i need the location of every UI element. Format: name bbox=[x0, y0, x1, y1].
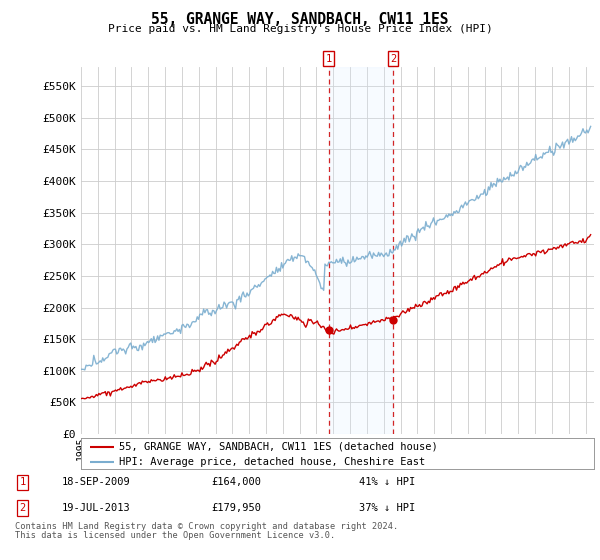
Text: 37% ↓ HPI: 37% ↓ HPI bbox=[359, 503, 415, 513]
Text: £164,000: £164,000 bbox=[212, 477, 262, 487]
Text: This data is licensed under the Open Government Licence v3.0.: This data is licensed under the Open Gov… bbox=[15, 531, 335, 540]
Text: Price paid vs. HM Land Registry's House Price Index (HPI): Price paid vs. HM Land Registry's House … bbox=[107, 24, 493, 34]
Text: £179,950: £179,950 bbox=[212, 503, 262, 513]
Text: 2: 2 bbox=[390, 54, 396, 63]
Text: 18-SEP-2009: 18-SEP-2009 bbox=[62, 477, 131, 487]
Text: HPI: Average price, detached house, Cheshire East: HPI: Average price, detached house, Ches… bbox=[119, 458, 426, 468]
Text: 55, GRANGE WAY, SANDBACH, CW11 1ES: 55, GRANGE WAY, SANDBACH, CW11 1ES bbox=[151, 12, 449, 27]
Text: 1: 1 bbox=[325, 54, 332, 63]
Bar bbox=[329, 67, 393, 434]
Text: 55, GRANGE WAY, SANDBACH, CW11 1ES (detached house): 55, GRANGE WAY, SANDBACH, CW11 1ES (deta… bbox=[119, 442, 438, 452]
Text: 19-JUL-2013: 19-JUL-2013 bbox=[62, 503, 131, 513]
Text: 1: 1 bbox=[19, 477, 26, 487]
Text: Contains HM Land Registry data © Crown copyright and database right 2024.: Contains HM Land Registry data © Crown c… bbox=[15, 522, 398, 531]
Text: 41% ↓ HPI: 41% ↓ HPI bbox=[359, 477, 415, 487]
Text: 2: 2 bbox=[19, 503, 26, 513]
